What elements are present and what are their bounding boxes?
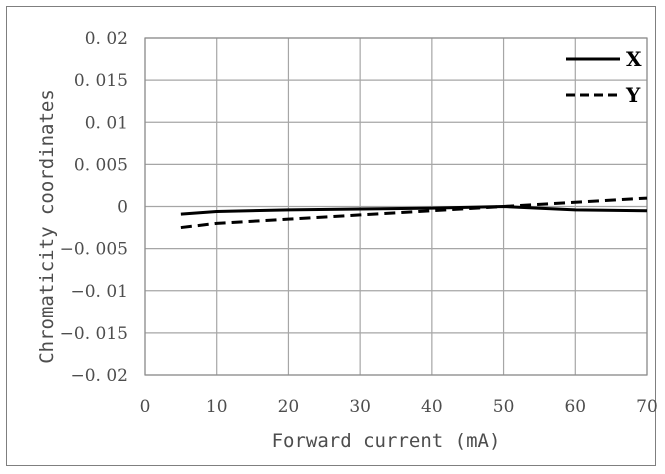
series-line-x [180, 205, 648, 216]
x-tick-label: 30 [349, 397, 371, 417]
y-tick-label: −0. 02 [71, 366, 129, 386]
series-line-y [180, 196, 648, 230]
y-tick-label: −0. 015 [60, 324, 128, 344]
y-tick-label: 0 [117, 198, 128, 218]
x-tick-label: 10 [206, 397, 228, 417]
series-lines [180, 196, 648, 230]
y-tick-labels: 0. 02 0. 015 0. 01 0. 005 0 −0. 005 −0. 01 −0. … [60, 29, 128, 386]
y-tick-label: 0. 015 [74, 71, 128, 91]
x-tick-labels: 0 10 20 30 40 50 60 70 [140, 397, 658, 417]
x-axis-label: Forward current (mA) [272, 430, 501, 452]
legend-label-y: Y [625, 83, 641, 107]
legend-label-x: X [626, 47, 642, 71]
y-axis-label: Chromaticity coordinates [36, 89, 58, 364]
plot-area-border [144, 37, 648, 376]
y-tick-label: −0. 005 [60, 240, 128, 260]
x-tick-label: 0 [140, 397, 151, 417]
y-tick-label: 0. 02 [85, 29, 128, 49]
legend: X Y [566, 47, 642, 107]
y-tick-label: 0. 005 [74, 155, 128, 175]
y-tick-label: −0. 01 [71, 282, 129, 302]
x-tick-label: 40 [421, 397, 443, 417]
chart-frame [6, 6, 656, 466]
x-tick-label: 70 [636, 397, 658, 417]
x-tick-label: 20 [278, 397, 300, 417]
x-tick-label: 60 [564, 397, 586, 417]
y-tick-label: 0. 01 [85, 113, 128, 133]
grid-lines [144, 37, 648, 376]
x-tick-label: 50 [493, 397, 515, 417]
